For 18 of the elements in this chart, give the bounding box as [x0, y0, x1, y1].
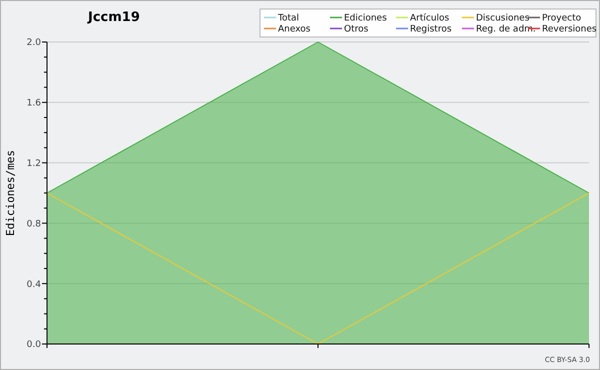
y-tick-label: 2.0: [26, 38, 42, 48]
y-tick-label: 0.0: [26, 340, 42, 350]
y-tick-label: 0.8: [26, 219, 42, 230]
legend-label: Registros: [410, 24, 452, 35]
legend-label: Ediciones: [344, 14, 388, 24]
y-tick-label: 1.2: [26, 158, 41, 169]
legend-label: Otros: [344, 24, 369, 35]
legend-label: Total: [277, 14, 300, 24]
legend-label: Discusiones: [476, 14, 530, 24]
legend-label: Reg. de adm.: [476, 24, 536, 35]
chart-title: Jccm19: [87, 10, 140, 25]
y-tick-label: 0.4: [26, 280, 42, 290]
legend-label: Proyecto: [542, 14, 582, 24]
legend-label: Reversiones: [542, 24, 597, 35]
y-tick-label: 1.6: [26, 98, 42, 109]
legend-label: Anexos: [278, 24, 311, 35]
legend-label: Artículos: [410, 12, 450, 24]
y-axis-title: Ediciones/mes: [4, 150, 17, 236]
